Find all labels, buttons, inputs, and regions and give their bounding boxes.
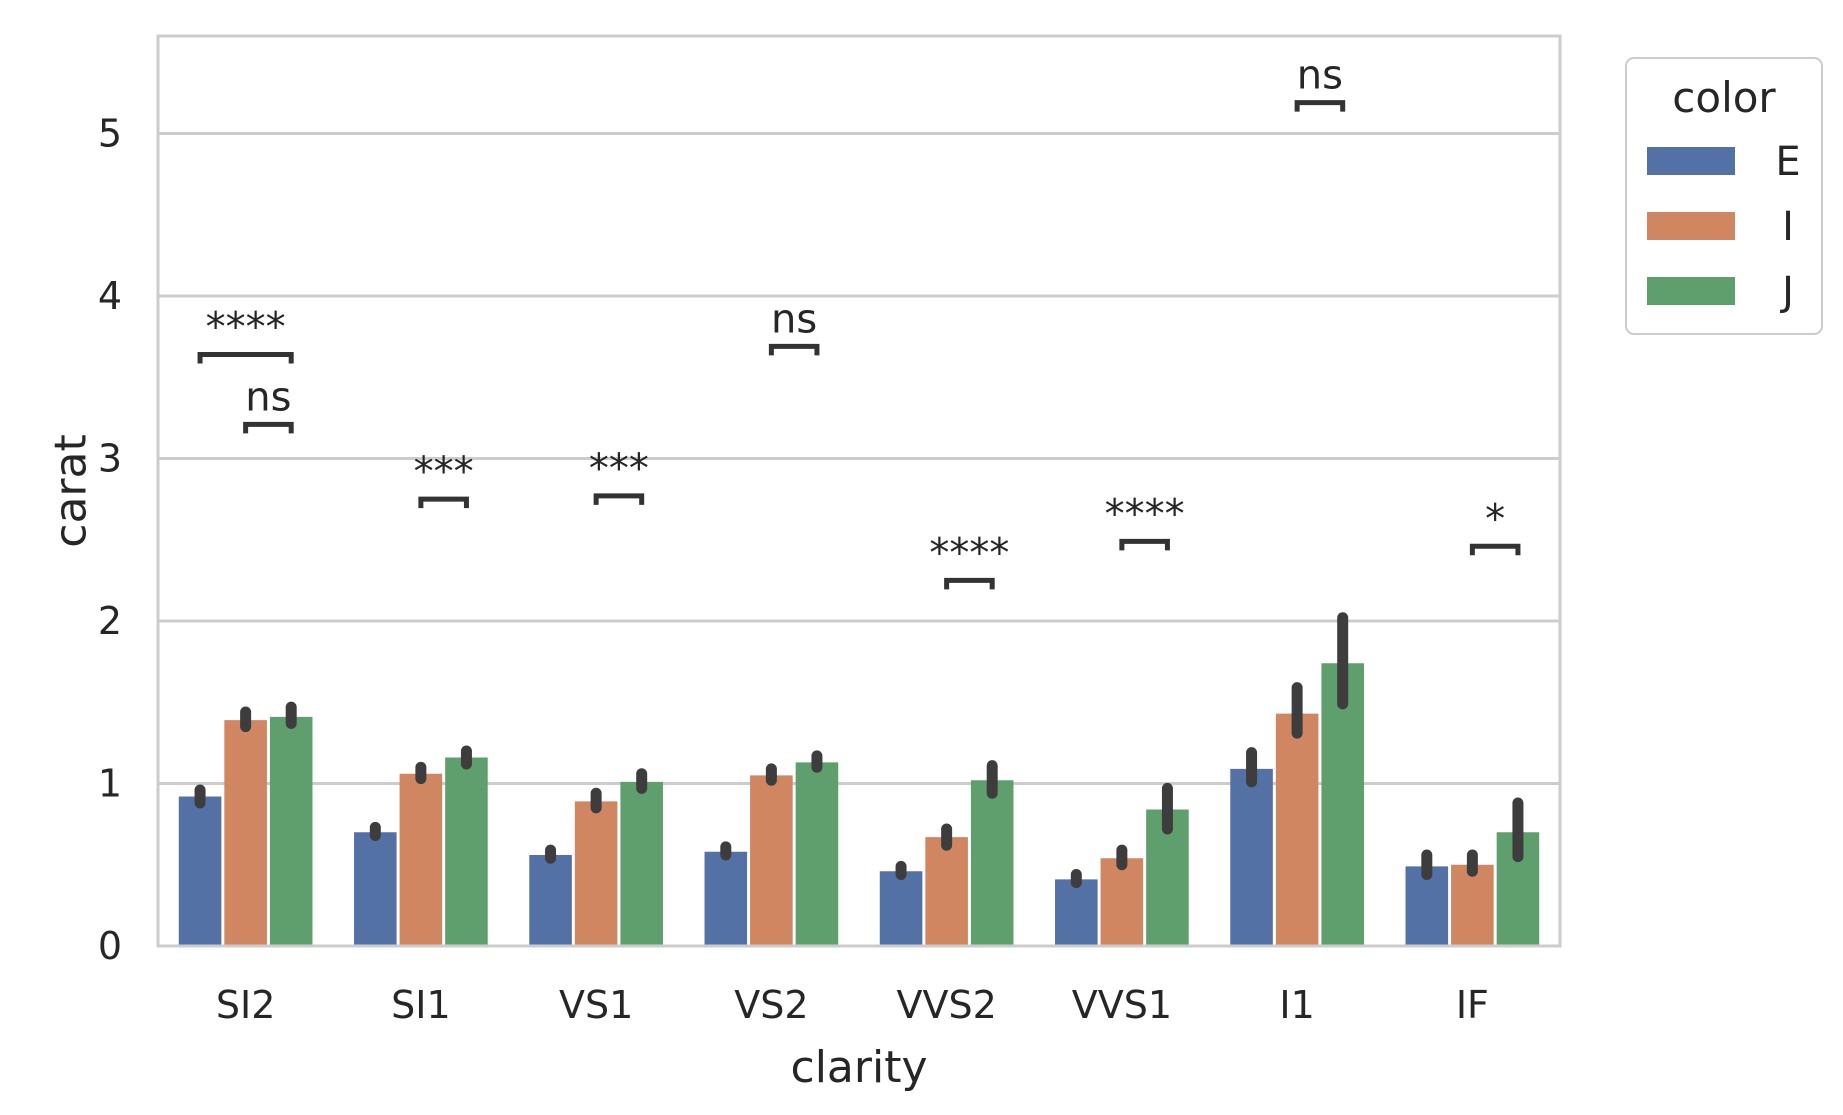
x-tick-label: VVS1 — [1072, 983, 1172, 1027]
bar-SI2-I — [224, 720, 267, 946]
y-tick-label: 0 — [98, 924, 122, 968]
significance-label: ns — [1297, 53, 1343, 99]
bar-VS2-E — [704, 851, 748, 946]
x-tick-label: IF — [1456, 983, 1489, 1027]
bar-VS2-I — [750, 775, 793, 946]
significance-bracket — [768, 343, 820, 356]
bar-SI1-I — [399, 773, 443, 946]
legend: color EIJ — [1625, 57, 1823, 335]
significance-bracket — [1469, 543, 1521, 556]
x-axis-label: clarity — [791, 1042, 928, 1093]
x-tick-label: VS1 — [559, 983, 633, 1027]
bar-VS1-E — [529, 855, 572, 946]
significance-bracket — [418, 496, 469, 509]
bar-IF-I — [1451, 864, 1494, 946]
significance-bracket — [593, 493, 645, 505]
bar-VVS1-E — [1055, 879, 1098, 946]
significance-label: *** — [589, 446, 649, 492]
x-tick-label: SI1 — [391, 983, 451, 1027]
significance-label: *** — [414, 449, 474, 495]
legend-title: color — [1672, 73, 1776, 122]
bar-VVS2-E — [879, 871, 923, 946]
significance-bracket — [197, 352, 294, 364]
significance-bracket — [243, 421, 294, 434]
significance-bracket — [1119, 538, 1170, 551]
significance-label: **** — [929, 530, 1009, 576]
legend-label-J: J — [1779, 269, 1794, 315]
bar-I1-J — [1321, 663, 1364, 946]
plot-frame — [156, 34, 1562, 948]
bar-I1-I — [1275, 713, 1319, 946]
legend-label-E: E — [1775, 139, 1800, 185]
legend-swatch-J — [1647, 277, 1735, 305]
bar-VS1-I — [574, 801, 618, 946]
significance-label: **** — [206, 305, 286, 351]
significance-label: ns — [245, 374, 291, 420]
legend-swatch-I — [1647, 212, 1735, 240]
bar-SI1-J — [445, 757, 488, 946]
y-tick-label: 1 — [98, 762, 122, 806]
significance-label: * — [1485, 496, 1505, 542]
significance-bracket — [1294, 100, 1346, 112]
bar-SI2-E — [178, 796, 222, 946]
bar-VVS2-I — [925, 837, 968, 946]
bars — [178, 663, 1540, 946]
y-axis-label: carat — [45, 434, 96, 547]
x-tick-label: I1 — [1279, 983, 1314, 1027]
significance-bracket — [944, 577, 995, 590]
bar-VS2-J — [795, 762, 839, 946]
y-tick-label: 5 — [98, 112, 122, 156]
significance-label: **** — [1105, 491, 1185, 537]
significance-annotations: **** ns *** *** ns **** **** ns * — [197, 53, 1521, 590]
legend-swatch-E — [1647, 147, 1735, 175]
x-tick-label: SI2 — [216, 983, 276, 1027]
y-tick-label: 3 — [98, 437, 122, 481]
bar-VS1-J — [620, 781, 663, 946]
bar-SI2-J — [269, 716, 313, 946]
legend-label-I: I — [1782, 204, 1794, 250]
y-tick-label: 4 — [98, 274, 122, 318]
x-tick-label: VS2 — [734, 983, 808, 1027]
x-tick-label: VVS2 — [896, 983, 996, 1027]
bar-VVS1-I — [1100, 858, 1144, 946]
bar-I1-E — [1230, 768, 1273, 946]
error-bars — [194, 612, 1524, 889]
bar-SI1-E — [354, 832, 397, 946]
y-axis-ticks: 0 1 2 3 4 5 — [98, 112, 122, 969]
x-axis-ticks: SI2 SI1 VS1 VS2 VVS2 VVS1 I1 IF — [216, 983, 1489, 1027]
legend-box — [1625, 57, 1823, 335]
bar-VVS2-J — [970, 780, 1014, 946]
significance-label: ns — [771, 296, 817, 342]
y-tick-label: 2 — [98, 599, 122, 643]
